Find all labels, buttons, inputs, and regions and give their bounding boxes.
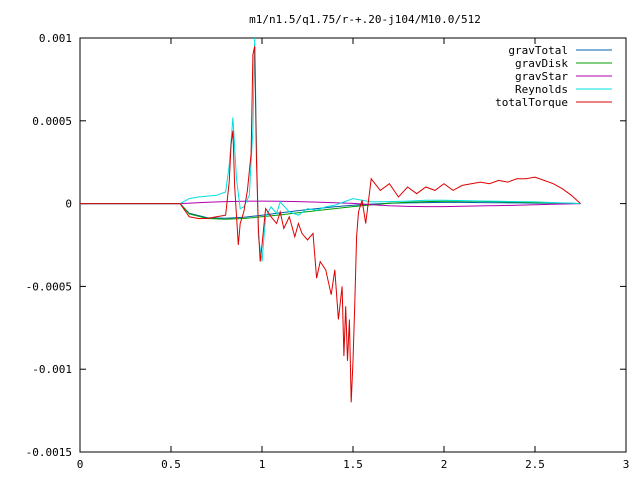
- legend-label-gravTotal: gravTotal: [508, 44, 568, 57]
- x-tick-label: 2.5: [525, 458, 545, 471]
- y-tick-label: 0.0005: [32, 115, 72, 128]
- y-axis-ticks: 0.001 0.0005 0 -0.0005 -0.001 -0.0015: [26, 32, 626, 459]
- x-axis-ticks: 0 0.5 1 1.5 2 2.5 3: [77, 38, 630, 471]
- legend-label-gravDisk: gravDisk: [515, 57, 568, 70]
- y-tick-label: -0.0015: [26, 446, 72, 459]
- legend-label-Reynolds: Reynolds: [515, 83, 568, 96]
- legend-label-totalTorque: totalTorque: [495, 96, 568, 109]
- x-tick-label: 3: [623, 458, 630, 471]
- x-tick-label: 1: [259, 458, 266, 471]
- y-tick-label: -0.0005: [26, 280, 72, 293]
- y-tick-label: 0.001: [39, 32, 72, 45]
- legend: gravTotalgravDiskgravStarReynoldstotalTo…: [495, 44, 612, 109]
- series-line-gravTotal: [80, 201, 581, 219]
- series-line-gravStar: [80, 200, 581, 208]
- x-tick-label: 1.5: [343, 458, 363, 471]
- chart-title: m1/n1.5/q1.75/r-+.20-j104/M10.0/512: [249, 13, 481, 26]
- y-tick-label: 0: [65, 198, 72, 211]
- legend-label-gravStar: gravStar: [515, 70, 568, 83]
- x-tick-label: 2: [441, 458, 448, 471]
- x-tick-label: 0: [77, 458, 84, 471]
- series-line-totalTorque: [80, 46, 581, 403]
- x-tick-label: 0.5: [161, 458, 181, 471]
- series-lines: [80, 37, 581, 403]
- series-line-Reynolds: [80, 37, 581, 262]
- y-tick-label: -0.001: [32, 363, 72, 376]
